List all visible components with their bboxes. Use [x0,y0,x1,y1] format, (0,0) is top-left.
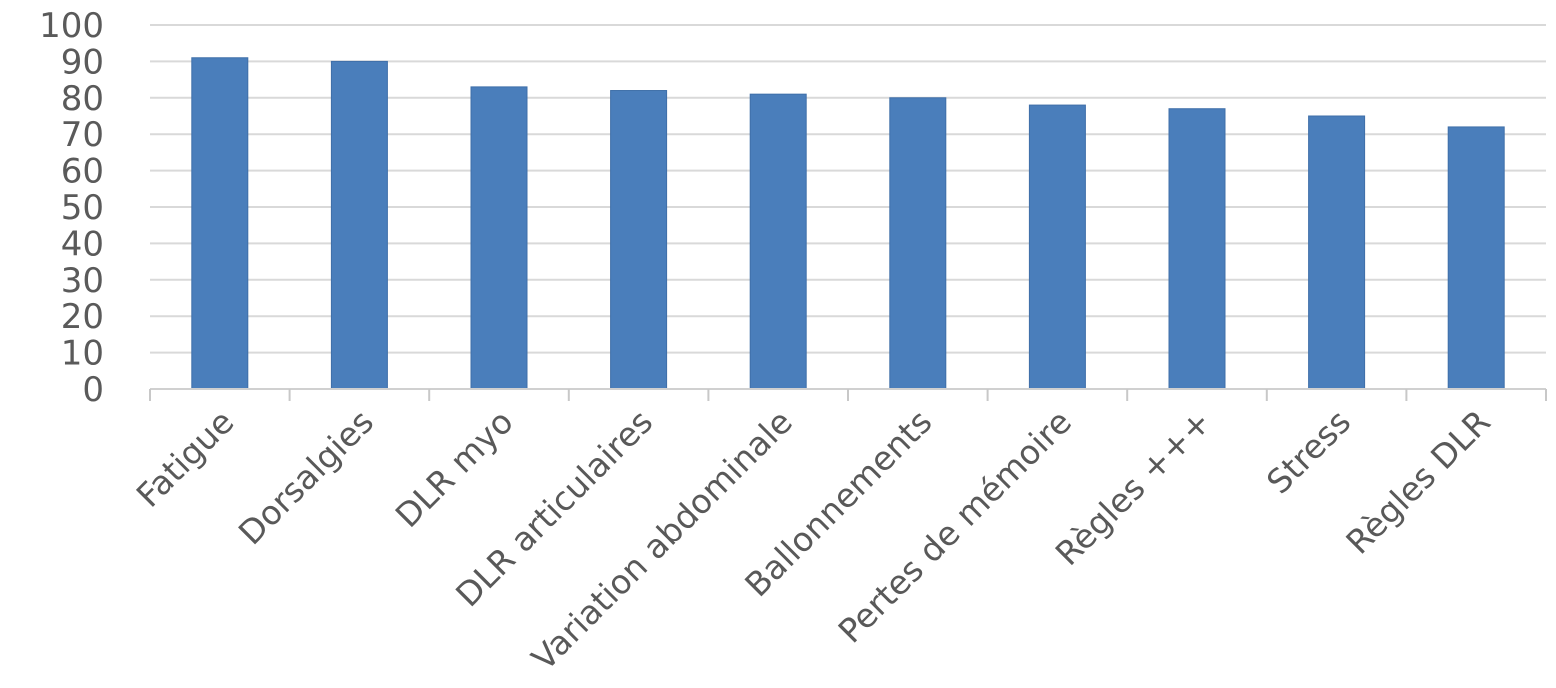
bars [191,57,1505,390]
bar [1447,126,1505,390]
x-tick-label: Dorsalgies [231,402,381,552]
y-tick-label: 100 [39,6,104,46]
bar [1168,108,1226,390]
bar [470,86,528,390]
bar [191,57,249,390]
y-tick-label: 20 [61,297,104,337]
x-tick-label: Variation abdominale [524,402,800,678]
bar [1308,115,1366,390]
bar [889,97,947,390]
y-tick-label: 60 [61,152,104,192]
y-tick-label: 50 [61,188,104,228]
y-tick-label: 10 [61,334,104,374]
y-tick-label: 40 [61,224,104,264]
x-tick-label: Fatigue [129,402,242,515]
y-tick-label: 0 [82,370,104,410]
y-tick-label: 90 [61,42,104,82]
x-tick-label: Pertes de mémoire [831,402,1079,650]
bar [1028,104,1086,390]
x-tick-label: Règles DLR [1338,402,1498,562]
x-tick-label: Stress [1259,402,1358,501]
bar [610,90,668,390]
x-tick-label: DLR myo [388,402,521,535]
y-tick-label: 70 [61,115,104,155]
bar [330,60,388,390]
y-tick-label: 80 [61,79,104,119]
y-tick-label: 30 [61,261,104,301]
bar [749,93,807,390]
x-axis [149,388,1547,401]
